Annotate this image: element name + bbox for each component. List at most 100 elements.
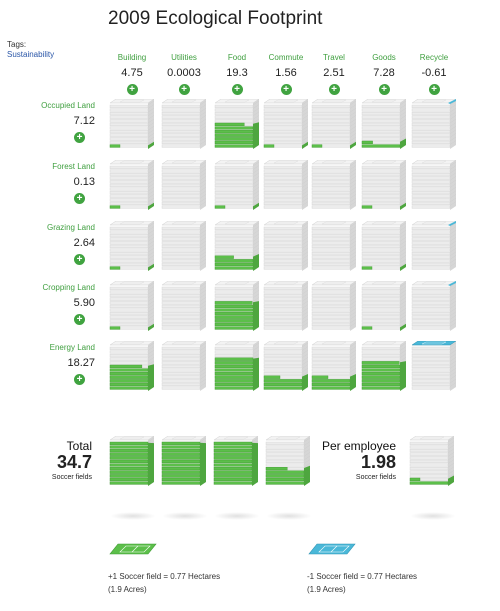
tag-link-sustainability[interactable]: Sustainability: [7, 50, 55, 59]
row-header-grazing-land: Grazing Land 2.64 +: [10, 223, 95, 267]
stack-energy-land-recycle: [410, 341, 458, 395]
total-value: 34.7: [56, 452, 92, 472]
stack-occupied-land-recycle: [410, 99, 458, 153]
tags-label: Tags:: [7, 40, 27, 49]
column-value: 2.51: [323, 67, 345, 79]
add-energy-land-button[interactable]: +: [74, 374, 85, 385]
column-name: Food: [227, 53, 247, 62]
stack-grazing-land-utilities: [160, 221, 208, 275]
add-travel-button[interactable]: +: [328, 84, 340, 95]
column-name: Recycle: [419, 53, 449, 62]
per-employee-stack: [408, 436, 456, 490]
stack-grazing-land-food: [213, 221, 261, 275]
stack-forest-land-building: [108, 160, 156, 214]
row-value: 2.64: [73, 237, 95, 249]
column-header-building: Building 4.75 +: [104, 53, 160, 97]
stack-cropping-land-commute: [262, 281, 310, 335]
legend-negative-line1: -1 Soccer field = 0.77 Hectares: [307, 572, 418, 581]
stack-forest-land-recycle: [410, 160, 458, 214]
stack-energy-land-travel: [310, 341, 358, 395]
total-stack: [212, 436, 260, 490]
legend-positive-line1: +1 Soccer field = 0.77 Hectares: [108, 572, 221, 581]
add-occupied-land-button[interactable]: +: [74, 132, 85, 143]
stack-cropping-land-food: [213, 281, 261, 335]
row-name: Grazing Land: [46, 223, 95, 232]
add-grazing-land-button[interactable]: +: [74, 254, 85, 265]
column-header-travel: Travel 2.51 +: [306, 53, 362, 97]
total-stack: [160, 436, 208, 490]
stack-occupied-land-goods: [360, 99, 408, 153]
column-header-commute: Commute 1.56 +: [258, 53, 314, 97]
stack-occupied-land-commute: [262, 99, 310, 153]
stack-forest-land-goods: [360, 160, 408, 214]
column-header-recycle: Recycle -0.61 +: [406, 53, 462, 97]
stack-cropping-land-building: [108, 281, 156, 335]
add-food-button[interactable]: +: [231, 84, 243, 95]
row-value: 7.12: [73, 115, 95, 127]
add-commute-button[interactable]: +: [280, 84, 292, 95]
column-name: Building: [117, 53, 147, 62]
stack-occupied-land-building: [108, 99, 156, 153]
stack-occupied-land-utilities: [160, 99, 208, 153]
column-value: 19.3: [226, 67, 248, 79]
column-value: -0.61: [421, 67, 447, 79]
legend-negative-line2: (1.9 Acres): [307, 585, 346, 594]
row-name: Forest Land: [52, 162, 95, 171]
column-name: Utilities: [171, 53, 197, 62]
column-value: 7.28: [373, 67, 395, 79]
column-name: Commute: [268, 53, 304, 62]
legend-negative-field-icon: [307, 540, 357, 565]
stack-energy-land-building: [108, 341, 156, 395]
add-goods-button[interactable]: +: [378, 84, 390, 95]
row-value: 18.27: [67, 357, 95, 369]
add-recycle-button[interactable]: +: [428, 84, 440, 95]
stack-energy-land-utilities: [160, 341, 208, 395]
stack-forest-land-commute: [262, 160, 310, 214]
stack-occupied-land-food: [213, 99, 261, 153]
stack-energy-land-food: [213, 341, 261, 395]
row-header-cropping-land: Cropping Land 5.90 +: [10, 283, 95, 327]
per-employee-value: 1.98: [360, 452, 396, 472]
legend-positive-text: +1 Soccer field = 0.77 Hectares (1.9 Acr…: [108, 570, 220, 596]
stack-shadow: [110, 512, 156, 520]
add-building-button[interactable]: +: [126, 84, 138, 95]
stack-forest-land-utilities: [160, 160, 208, 214]
row-value: 0.13: [73, 176, 95, 188]
stack-cropping-land-goods: [360, 281, 408, 335]
total-stack: [264, 436, 312, 490]
column-value: 4.75: [121, 67, 143, 79]
column-name: Goods: [372, 53, 396, 62]
column-header-utilities: Utilities 0.0003 +: [156, 53, 212, 97]
column-header-food: Food 19.3 +: [209, 53, 265, 97]
column-value: 0.0003: [167, 67, 201, 79]
column-header-goods: Goods 7.28 +: [356, 53, 412, 97]
row-header-occupied-land: Occupied Land 7.12 +: [10, 101, 95, 145]
stack-cropping-land-travel: [310, 281, 358, 335]
row-value: 5.90: [73, 297, 95, 309]
total-unit: Soccer fields: [51, 474, 92, 481]
stack-cropping-land-recycle: [410, 281, 458, 335]
column-name: Travel: [323, 53, 345, 62]
legend-negative-text: -1 Soccer field = 0.77 Hectares (1.9 Acr…: [307, 570, 417, 596]
column-value: 1.56: [275, 67, 297, 79]
row-name: Occupied Land: [41, 101, 95, 110]
add-utilities-button[interactable]: +: [178, 84, 190, 95]
stack-grazing-land-recycle: [410, 221, 458, 275]
stack-energy-land-commute: [262, 341, 310, 395]
legend-positive-field-icon: [108, 540, 158, 565]
add-cropping-land-button[interactable]: +: [74, 314, 85, 325]
row-header-forest-land: Forest Land 0.13 +: [10, 162, 95, 206]
stack-shadow: [266, 512, 312, 520]
row-name: Energy Land: [49, 343, 95, 352]
add-forest-land-button[interactable]: +: [74, 193, 85, 204]
page-title: 2009 Ecological Footprint: [108, 8, 323, 29]
stack-forest-land-food: [213, 160, 261, 214]
total-stack: [108, 436, 156, 490]
stack-grazing-land-commute: [262, 221, 310, 275]
stack-occupied-land-travel: [310, 99, 358, 153]
stack-grazing-land-goods: [360, 221, 408, 275]
stack-grazing-land-building: [108, 221, 156, 275]
stack-energy-land-goods: [360, 341, 408, 395]
total-label: Total: [66, 439, 92, 453]
stack-grazing-land-travel: [310, 221, 358, 275]
